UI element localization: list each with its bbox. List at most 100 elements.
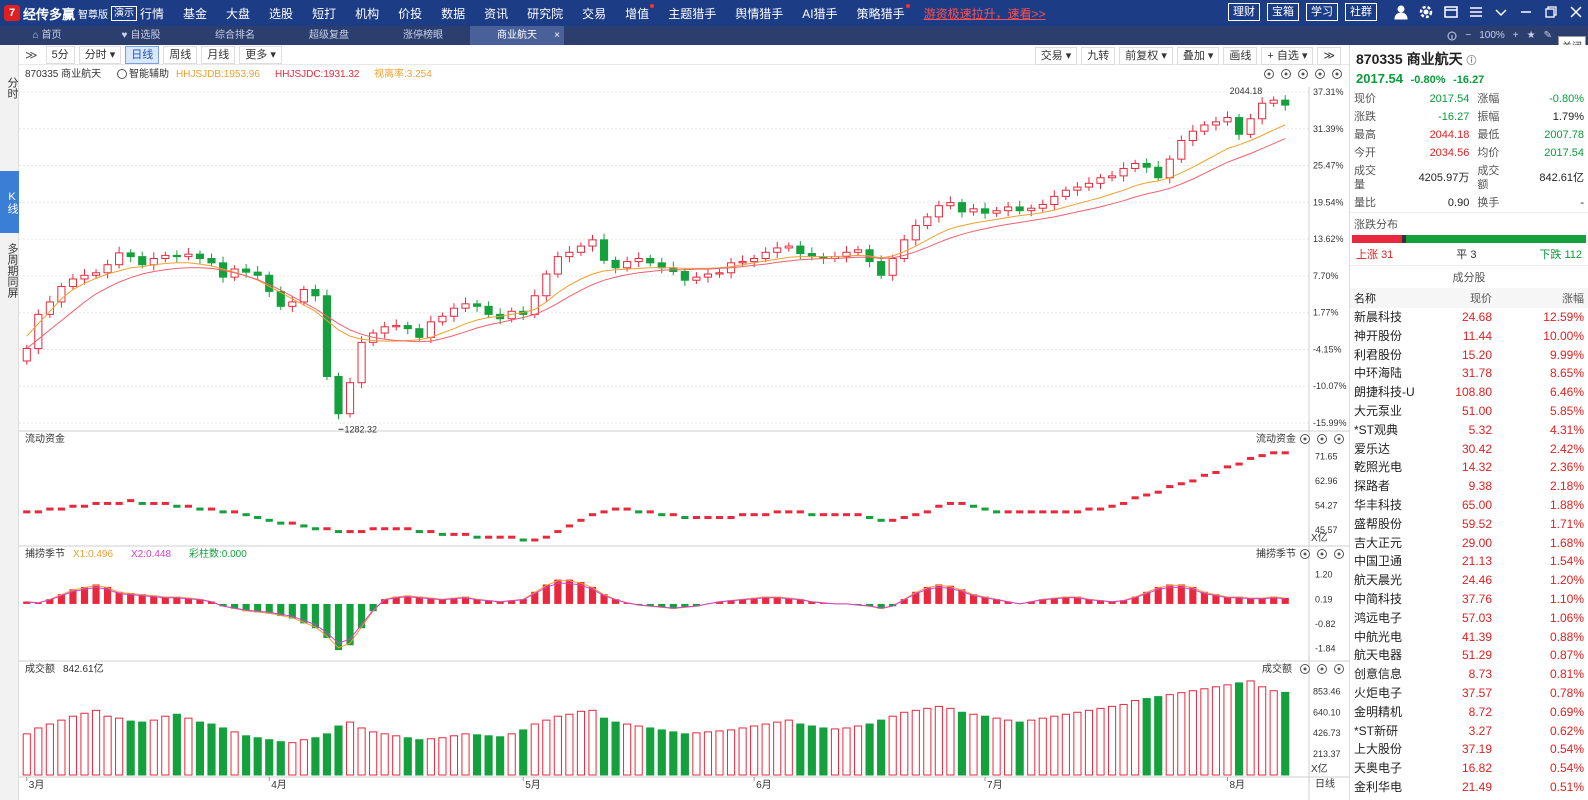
menu-item-13[interactable]: 舆情猎手 [735,6,784,21]
tab-2[interactable]: 综合排名 [188,26,282,45]
top-pill-3[interactable]: 社群 [1345,3,1377,21]
tab-0[interactable]: ⌂ 首页 [0,26,94,45]
edit-icon[interactable]: ✎ [1543,30,1552,41]
user-icon[interactable] [1393,4,1409,20]
list-item[interactable]: 乾照光电 14.32 2.36% [1350,458,1588,477]
list-item[interactable]: 金利华电 21.49 0.51% [1350,778,1588,797]
tab-1[interactable]: ♥ 自选股 [94,26,188,45]
view-tab-0[interactable]: 分时 [6,77,18,99]
list-item[interactable]: 利君股份 15.20 9.99% [1350,346,1588,365]
menu-item-15[interactable]: 策略猎手 [856,3,910,21]
info-icon[interactable]: ⓘ [1466,56,1477,67]
restore-icon[interactable] [1543,4,1559,20]
list-item[interactable]: 火炬电子 37.57 0.78% [1350,684,1588,703]
menu-item-8[interactable]: 资讯 [484,6,509,21]
menu-item-14[interactable]: AI猎手 [802,6,838,21]
main-panel-tools[interactable] [1264,69,1342,79]
menu-icon[interactable] [1468,4,1484,20]
sub-panel-tools[interactable] [1300,434,1344,674]
expand-panel-button[interactable]: ≫ [25,47,38,62]
help-icon[interactable] [1317,434,1327,444]
list-item[interactable]: 鸿远电子 57.03 1.06% [1350,609,1588,628]
settings-icon[interactable] [1264,69,1274,79]
minimize-icon[interactable] [1518,4,1534,20]
tool-button-2[interactable]: 前复权 ▾ [1119,47,1173,65]
top-pill-2[interactable]: 学习 [1306,3,1338,21]
list-item[interactable]: 中国卫通 21.13 1.54% [1350,552,1588,571]
settings-icon[interactable] [1315,69,1325,79]
close-icon[interactable] [1334,664,1344,674]
assist-icon[interactable] [117,69,127,79]
period-button-2[interactable]: 日线 [125,45,160,64]
period-button-3[interactable]: 周线 [163,45,198,64]
close-icon[interactable] [1334,434,1344,444]
list-item[interactable]: 探路者 9.38 2.18% [1350,477,1588,496]
list-item[interactable]: 金明精机 8.72 0.69% [1350,703,1588,722]
window-icon[interactable] [1443,4,1459,20]
list-item[interactable]: *ST新研 3.27 0.62% [1350,722,1588,741]
star-icon[interactable]: ★ [1526,30,1536,41]
close-icon[interactable] [1568,4,1584,20]
help-icon[interactable] [1281,69,1291,79]
period-button-5[interactable]: 更多 ▾ [239,45,282,64]
zoom-in-button[interactable]: + [1512,30,1519,41]
assist-label[interactable]: 智能辅助 [129,67,169,80]
top-pill-1[interactable]: 宝箱 [1267,3,1299,21]
list-item[interactable]: 盛帮股份 59.52 1.71% [1350,515,1588,534]
list-item[interactable]: 朗捷科技-U 108.80 6.46% [1350,383,1588,402]
settings-icon[interactable] [1300,664,1310,674]
list-item[interactable]: 中简科技 37.76 1.10% [1350,590,1588,609]
zoom-out-button[interactable]: − [1465,30,1472,41]
menu-item-12[interactable]: 主题猎手 [668,6,717,21]
tab-close-icon[interactable]: × [554,30,560,41]
list-item[interactable]: 中环海陆 31.78 8.65% [1350,364,1588,383]
period-button-0[interactable]: 5分 [45,45,75,64]
col-change-header[interactable]: 涨幅 [1562,293,1584,305]
view-tab-2[interactable]: 多周期同屏 [6,243,18,298]
tool-button-6[interactable]: ≫ [1317,47,1341,65]
list-item[interactable]: 吉大正元 29.00 1.68% [1350,534,1588,553]
tab-4[interactable]: 涨停榜眼 [376,26,470,45]
menu-item-2[interactable]: 大盘 [226,6,251,21]
chevron-down-icon[interactable] [1493,4,1509,20]
col-price-header[interactable]: 现价 [1470,293,1492,305]
help-icon[interactable] [1317,664,1327,674]
menu-item-1[interactable]: 基金 [183,6,208,21]
tool-button-0[interactable]: 交易 ▾ [1034,47,1078,65]
list-item[interactable]: 爱乐达 30.42 2.42% [1350,440,1588,459]
promo-link[interactable]: 游资极速拉升，速看>> [923,6,1046,21]
period-button-4[interactable]: 月线 [201,45,236,64]
menu-item-7[interactable]: 数据 [441,6,466,21]
period-button-1[interactable]: 分时 ▾ [78,45,122,64]
top-pill-0[interactable]: 理财 [1228,3,1260,21]
list-item[interactable]: 上大股份 37.19 0.54% [1350,740,1588,759]
menu-item-5[interactable]: 机构 [355,6,380,21]
list-item[interactable]: 中航光电 41.39 0.88% [1350,628,1588,647]
menu-item-4[interactable]: 短打 [312,6,337,21]
close-icon[interactable] [1298,69,1308,79]
list-item[interactable]: *ST观典 5.32 4.31% [1350,421,1588,440]
info-icon[interactable] [1447,31,1457,41]
help-icon[interactable] [1317,549,1327,559]
list-item[interactable]: 大元泵业 51.00 5.85% [1350,402,1588,421]
help-icon[interactable] [1332,69,1342,79]
list-item[interactable]: 华丰科技 65.00 1.88% [1350,496,1588,515]
gear-icon[interactable] [1418,4,1434,20]
menu-item-6[interactable]: 价投 [398,6,423,21]
tool-button-4[interactable]: 画线 [1223,47,1258,65]
view-tab-1[interactable]: K线 [0,171,19,233]
col-name-header[interactable]: 名称 [1354,293,1376,305]
menu-item-10[interactable]: 交易 [582,6,607,21]
menu-item-9[interactable]: 研究院 [527,6,564,21]
list-item[interactable]: 新晨科技 24.68 12.59% [1350,308,1588,327]
tool-button-3[interactable]: 叠加 ▾ [1176,47,1220,65]
list-item[interactable]: 航天电器 51.29 0.87% [1350,646,1588,665]
list-item[interactable]: 天奥电子 16.82 0.54% [1350,759,1588,778]
tab-5[interactable]: 商业航天 × [470,26,564,45]
settings-icon[interactable] [1300,434,1310,444]
close-icon[interactable] [1334,549,1344,559]
settings-icon[interactable] [1300,549,1310,559]
list-item[interactable]: 神开股份 11.44 10.00% [1350,327,1588,346]
menu-item-0[interactable]: 行情 [140,6,165,21]
list-item[interactable]: 航天晨光 24.46 1.20% [1350,571,1588,590]
